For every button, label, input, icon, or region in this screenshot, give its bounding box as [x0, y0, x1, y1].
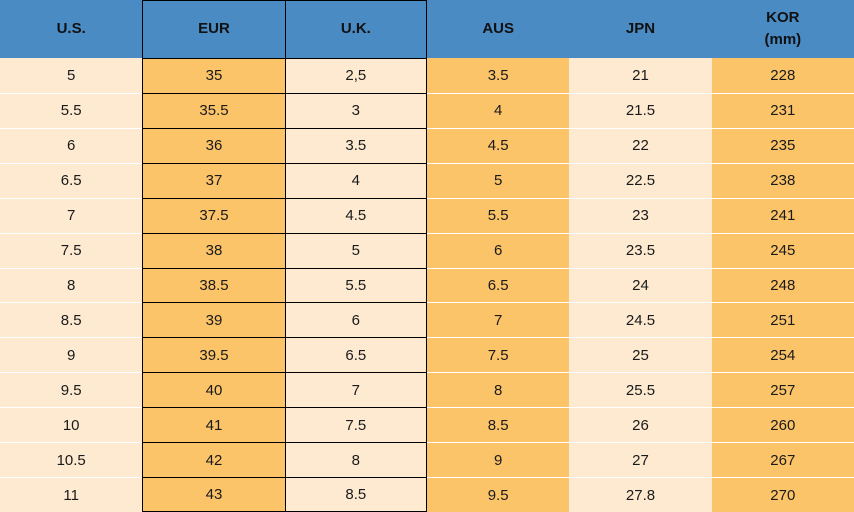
cell-uk-row-11: 7.5 [284, 407, 427, 443]
cell-uk-row-2: 3 [284, 92, 427, 128]
cell-uk-row-6: 5 [284, 232, 427, 268]
cell-jpn-row-3: 22 [569, 127, 712, 163]
cell-us-row-7: 8 [0, 267, 143, 303]
cell-kor-row-11: 260 [711, 407, 854, 443]
cell-aus-row-4: 5 [426, 162, 570, 198]
header-label-eur: EUR [198, 20, 230, 38]
cell-uk-row-9: 6.5 [284, 337, 427, 373]
cell-us-row-6: 7.5 [0, 232, 143, 268]
cell-jpn-row-2: 21.5 [569, 92, 712, 128]
cell-aus-row-5: 5.5 [426, 197, 570, 233]
cell-eur-row-5: 37.5 [142, 197, 285, 233]
cell-us-row-5: 7 [0, 197, 143, 233]
cell-jpn-row-6: 23.5 [569, 232, 712, 268]
cell-jpn-row-13: 27.8 [569, 477, 712, 512]
cell-aus-row-12: 9 [426, 442, 570, 478]
header-label-aus: AUS [482, 19, 514, 37]
cell-kor-row-10: 257 [711, 372, 854, 408]
header-label-jpn: JPN [625, 19, 656, 37]
header-label-kor: KOR [766, 9, 800, 27]
cell-eur-row-12: 42 [142, 442, 285, 478]
cell-jpn-row-8: 24.5 [569, 302, 712, 338]
cell-kor-row-4: 238 [711, 162, 854, 198]
cell-eur-row-2: 35.5 [142, 92, 285, 128]
cell-eur-row-10: 40 [142, 372, 285, 408]
cell-eur-row-13: 43 [142, 477, 285, 512]
cell-us-row-13: 11 [0, 477, 143, 512]
header-cell-us: U.S. [0, 0, 143, 58]
cell-kor-row-9: 254 [711, 337, 854, 373]
cell-us-row-1: 5 [0, 58, 143, 93]
cell-jpn-row-9: 25 [569, 337, 712, 373]
cell-aus-row-10: 8 [426, 372, 570, 408]
header-cell-kor: KOR (mm) [711, 0, 854, 58]
cell-uk-row-10: 7 [284, 372, 427, 408]
cell-eur-row-9: 39.5 [142, 337, 285, 373]
cell-us-row-2: 5.5 [0, 92, 143, 128]
cell-eur-row-1: 35 [142, 58, 285, 93]
cell-jpn-row-5: 23 [569, 197, 712, 233]
cell-us-row-10: 9.5 [0, 372, 143, 408]
cell-eur-row-7: 38.5 [142, 267, 285, 303]
cell-us-row-8: 8.5 [0, 302, 143, 338]
cell-kor-row-7: 248 [711, 267, 854, 303]
cell-aus-row-9: 7.5 [426, 337, 570, 373]
header-cell-uk: U.K. [284, 0, 427, 58]
cell-uk-row-4: 4 [284, 162, 427, 198]
cell-aus-row-13: 9.5 [426, 477, 570, 512]
cell-jpn-row-11: 26 [569, 407, 712, 443]
header-label-uk: U.K. [340, 20, 371, 38]
cell-uk-row-5: 4.5 [284, 197, 427, 233]
cell-uk-row-3: 3.5 [284, 127, 427, 163]
header-label-us: U.S. [56, 19, 86, 37]
cell-jpn-row-7: 24 [569, 267, 712, 303]
cell-aus-row-2: 4 [426, 92, 570, 128]
cell-kor-row-13: 270 [711, 477, 854, 512]
header-cell-eur: EUR [142, 0, 285, 58]
cell-us-row-12: 10.5 [0, 442, 143, 478]
cell-uk-row-13: 8.5 [284, 477, 427, 512]
cell-eur-row-3: 36 [142, 127, 285, 163]
cell-us-row-11: 10 [0, 407, 143, 443]
cell-jpn-row-10: 25.5 [569, 372, 712, 408]
cell-uk-row-1: 2,5 [284, 58, 427, 93]
cell-eur-row-4: 37 [142, 162, 285, 198]
cell-us-row-9: 9 [0, 337, 143, 373]
cell-aus-row-8: 7 [426, 302, 570, 338]
cell-uk-row-12: 8 [284, 442, 427, 478]
cell-us-row-4: 6.5 [0, 162, 143, 198]
cell-kor-row-6: 245 [711, 232, 854, 268]
cell-jpn-row-4: 22.5 [569, 162, 712, 198]
header-cell-jpn: JPN [569, 0, 712, 58]
cell-eur-row-8: 39 [142, 302, 285, 338]
cell-kor-row-2: 231 [711, 92, 854, 128]
cell-eur-row-11: 41 [142, 407, 285, 443]
cell-kor-row-5: 241 [711, 197, 854, 233]
cell-uk-row-7: 5.5 [284, 267, 427, 303]
cell-aus-row-7: 6.5 [426, 267, 570, 303]
header-cell-aus: AUS [426, 0, 570, 58]
cell-kor-row-1: 228 [711, 58, 854, 93]
cell-aus-row-3: 4.5 [426, 127, 570, 163]
cell-jpn-row-1: 21 [569, 58, 712, 93]
cell-us-row-3: 6 [0, 127, 143, 163]
cell-uk-row-8: 6 [284, 302, 427, 338]
cell-kor-row-8: 251 [711, 302, 854, 338]
cell-kor-row-3: 235 [711, 127, 854, 163]
cell-jpn-row-12: 27 [569, 442, 712, 478]
header-sublabel-kor: (mm) [764, 30, 802, 48]
cell-aus-row-1: 3.5 [426, 58, 570, 93]
cell-eur-row-6: 38 [142, 232, 285, 268]
cell-aus-row-11: 8.5 [426, 407, 570, 443]
cell-kor-row-12: 267 [711, 442, 854, 478]
cell-aus-row-6: 6 [426, 232, 570, 268]
